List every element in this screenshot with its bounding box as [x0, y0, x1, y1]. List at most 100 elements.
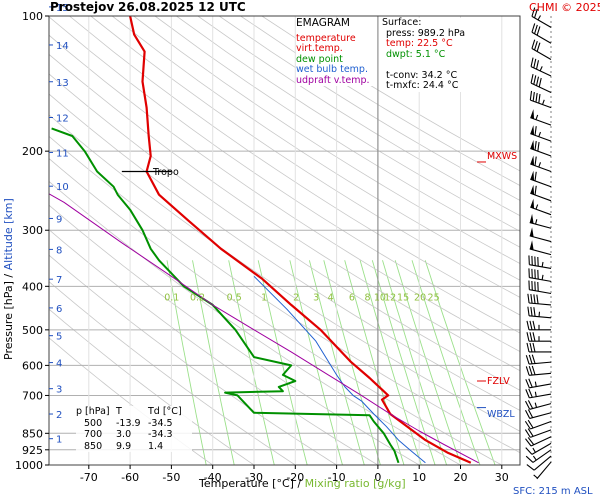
x-axis-title: Temperature [°C] [199, 477, 294, 490]
table-cell: 1.4 [148, 440, 164, 452]
y-axis-title-altitude: Altitude [km] [2, 198, 15, 271]
barb-half [538, 131, 542, 137]
mixing-ratio-label: 6 [349, 292, 355, 303]
dry-adiabat [218, 16, 520, 201]
y-axis-label: Pressure [hPa] / Altitude [km] [2, 198, 15, 360]
barb-full [525, 379, 530, 389]
barb-full [529, 90, 533, 101]
barb-staff [530, 436, 552, 447]
altitude-tick-label: 7 [56, 275, 62, 286]
altitude-tick-label: 8 [56, 245, 62, 256]
barb-full [538, 93, 541, 104]
barb-full [526, 342, 530, 353]
mixing-ratio-line [424, 260, 496, 465]
wind-barb [525, 409, 552, 419]
table-cell: -34.3 [148, 429, 173, 440]
barb-full [528, 378, 533, 388]
barb-staff [530, 133, 552, 142]
series-line [129, 16, 472, 464]
barb-full [531, 354, 536, 364]
barb-staff [529, 289, 552, 295]
barb-half [533, 474, 538, 479]
barb-full [525, 366, 530, 376]
dry-adiabat [197, 16, 520, 217]
barb-staff [530, 99, 552, 109]
wind-barb [530, 170, 552, 188]
pressure-tick-label: 300 [22, 224, 43, 237]
barb-full [532, 91, 535, 102]
wind-barb [528, 255, 552, 270]
barb-full [528, 388, 533, 398]
pressure-tick-label: 850 [22, 427, 43, 440]
mixing-ratio-line [228, 260, 275, 465]
barb-pennant [530, 125, 535, 136]
barb-staff [529, 361, 552, 365]
barb-pennant [530, 198, 535, 209]
barb-full [531, 23, 536, 33]
dry-adiabat [154, 16, 520, 248]
mixing-ratio-label: 20 [414, 292, 426, 303]
surface-line: temp: 22.5 °C [386, 38, 453, 49]
dry-adiabat [111, 16, 520, 281]
wind-barb [530, 155, 552, 173]
altitude-tick-label: 1 [56, 435, 62, 446]
barb-staff [529, 264, 552, 270]
barb-full [530, 294, 533, 304]
wind-barb [525, 400, 552, 410]
mixing-ratio-label: 8 [364, 292, 370, 303]
y-axis-title: Pressure [hPa] [2, 281, 15, 360]
mixing-ratio-line [359, 260, 422, 465]
barb-staff [530, 117, 552, 126]
barb-full [529, 342, 533, 353]
barb-half [538, 162, 542, 168]
barb-full [533, 58, 537, 69]
barb-full [531, 7, 536, 17]
pressure-table: p [hPa] T Td [°C] 500 -13.9 -34.5 700 3.0 -34.3… [76, 406, 192, 452]
tropopause-label: Tropo [153, 167, 179, 178]
altitude-tick-label: 3 [56, 385, 62, 396]
barb-full [525, 389, 530, 399]
dry-adiabat [49, 53, 520, 372]
x-axis-label: Temperature [°C] / Mixing ratio [g/kg] [199, 477, 406, 490]
barb-full [533, 294, 536, 304]
temp-tick-label: -50 [162, 471, 180, 484]
barb-full [524, 420, 531, 430]
mixing-ratio-label: 3 [313, 292, 319, 303]
altitude-tick-label: 11 [56, 148, 69, 159]
surface-line: t-conv: 34.2 °C [386, 69, 458, 81]
barb-full [537, 141, 540, 152]
dry-adiabat [49, 93, 520, 411]
barb-staff [531, 48, 552, 60]
table-row: 500 -13.9 -34.5 [76, 418, 192, 430]
wind-barb [529, 90, 552, 109]
legend-item: temperature [296, 32, 356, 44]
wind-barb [528, 280, 552, 295]
series-line [49, 193, 479, 464]
wind-barb [526, 455, 552, 471]
barb-pennant [530, 155, 535, 166]
wind-barb [527, 293, 552, 306]
pressure-tick-label: 1000 [15, 459, 43, 472]
surface-line: t-mxfc: 24.4 °C [386, 80, 459, 91]
barb-full [527, 306, 530, 316]
wind-barb [530, 74, 552, 93]
altitude-tick-label: 14 [56, 41, 69, 52]
barb-staff [529, 412, 552, 419]
barb-full [525, 447, 533, 455]
barb-pennant [530, 139, 535, 150]
barb-full [525, 355, 530, 365]
barb-full [533, 75, 537, 85]
barb-full [534, 171, 537, 181]
temp-tick-label: 20 [454, 471, 468, 484]
barb-pennant [529, 240, 534, 250]
barb-full [534, 140, 537, 151]
credit-text: CHMI © 2025 [529, 1, 600, 14]
table-cell: 9.9 [116, 440, 132, 452]
surface-line [386, 60, 482, 71]
barb-full [525, 438, 532, 447]
table-header-td: Td [°C] [148, 406, 182, 417]
wind-barb [524, 428, 552, 438]
pressure-tick-label: 200 [22, 145, 43, 158]
temp-tick-label: -30 [245, 471, 263, 484]
wind-barb [530, 139, 552, 157]
